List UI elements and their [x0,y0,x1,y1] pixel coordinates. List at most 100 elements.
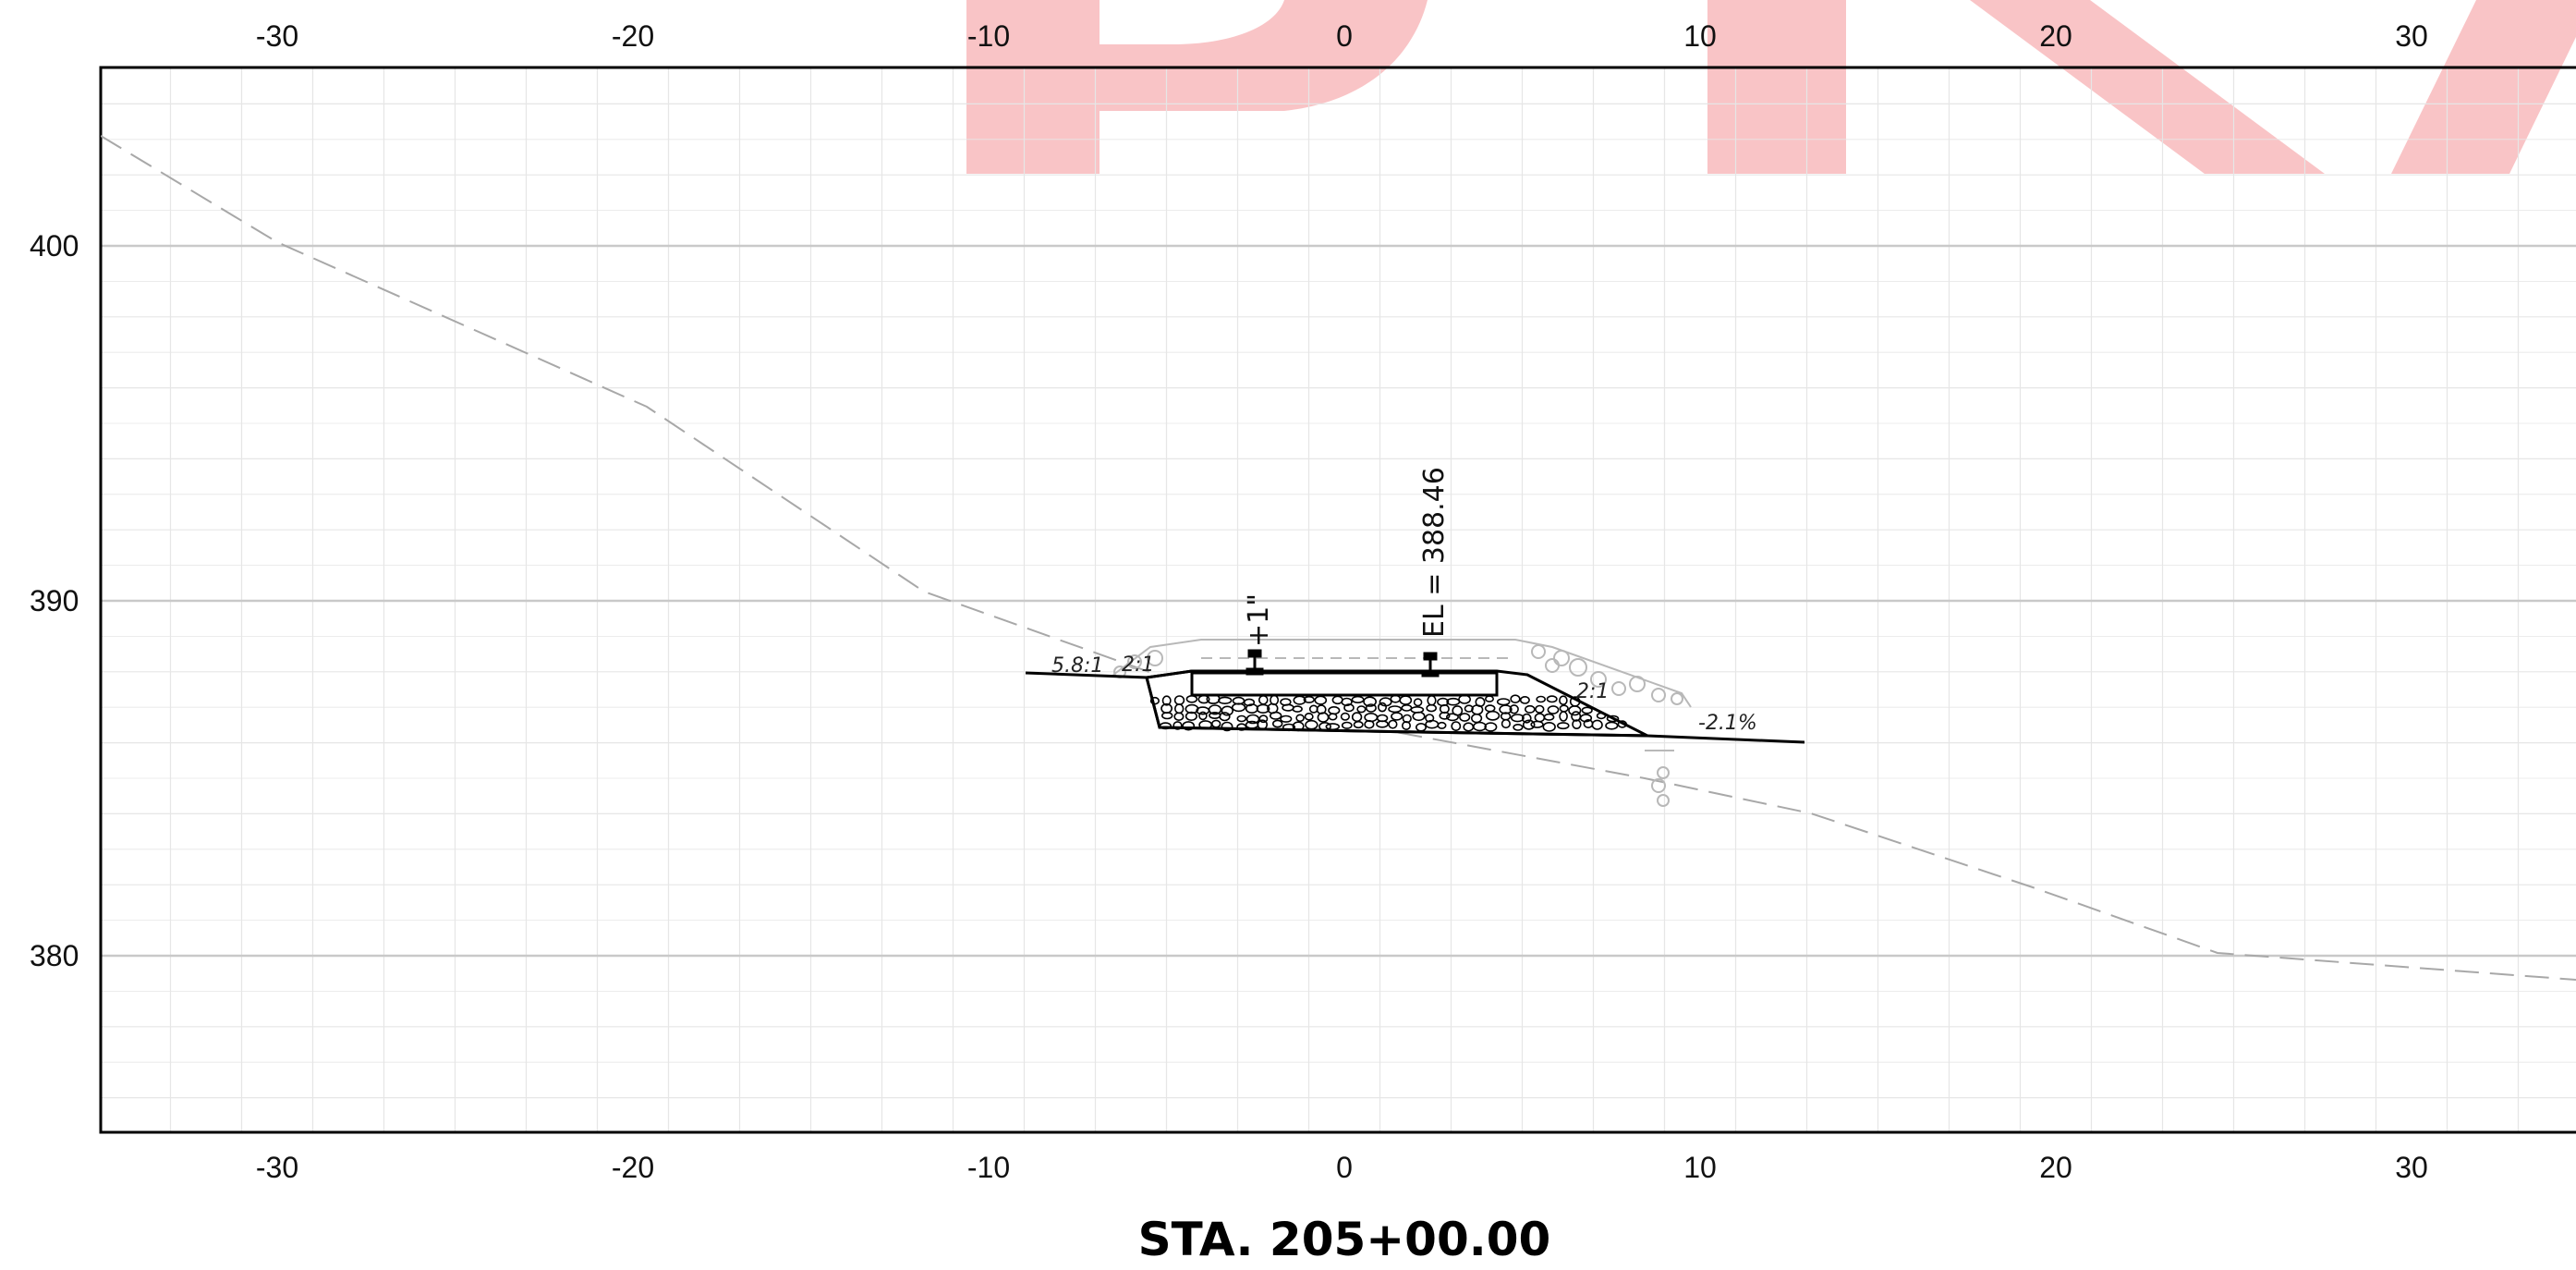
x-tick-label-bottom: -20 [612,1151,654,1184]
ballast-stone [1458,694,1471,704]
watermark-letters [966,0,2576,174]
x-tick-label-bottom: 30 [2395,1151,2428,1184]
ballast-stone [1185,711,1197,722]
ballast-stone [1451,721,1462,731]
ballast-stone [1314,695,1328,705]
ballast-stone [1402,720,1412,730]
ballast-stone [1258,714,1269,724]
x-tick-label-top: 10 [1683,19,1717,53]
ballast-stone [1437,721,1447,729]
ballast-stone [1557,722,1570,730]
ballast-stone [1439,711,1451,720]
ballast-stone [1459,713,1471,722]
ballast-stone [1391,712,1403,721]
ballast-stone [1513,724,1524,731]
tick-labels: -30 -30 -20 -20 -10 -10 0 0 10 10 20 20 30 30 380 390 40… [30,19,2428,1184]
ballast-stone [1341,697,1353,707]
ballast-stone [1542,722,1556,732]
ballast-stone [1559,711,1568,722]
station-title: STA. 205+00.00 [1138,1213,1551,1266]
ballast-stone [1376,720,1389,728]
ballast-stone [1269,711,1282,720]
proposed-grade-line [1025,671,1805,744]
existing-ground-line [101,135,2576,981]
ballast-stone [1341,721,1353,729]
left-slope-line [1146,669,1193,679]
ballast-stone [1572,719,1582,729]
ballast-stone [1243,698,1256,707]
ballast-stone [1522,713,1532,724]
ballast-stone [1605,721,1619,730]
ballast-stone [1182,721,1196,731]
ballast-stone [1501,718,1511,729]
ballast-stone [1197,694,1210,704]
ballast-stone [1388,705,1403,714]
ballast-stone [1328,713,1338,721]
cross-slope-label: -2.1% [1698,712,1757,735]
elevation-label: EL = 388.46 [1418,467,1451,638]
grid-lines [101,67,2576,1132]
ballast-stone [1280,714,1293,723]
ballast-stone [1568,705,1582,716]
ballast-stone [1547,705,1560,714]
x-tick-label-bottom: 0 [1336,1151,1353,1184]
ballast-stone [1221,721,1233,732]
ballast-stone [1356,705,1367,714]
ballast-stone [1412,711,1426,722]
ballast-stone [1617,720,1628,728]
ballast-stone [1413,698,1423,707]
rail-markers [1245,649,1440,678]
ballast-stone [1509,704,1519,714]
ballast-stone [1185,694,1198,703]
ballast-stone [1536,695,1546,703]
x-tick-label-bottom: -30 [256,1151,298,1184]
ballast-stone [1198,711,1208,721]
ballast-stone [1535,704,1545,714]
y-tick-label: 400 [30,229,79,263]
ballast-stone [1530,720,1544,728]
ballast-stone [1292,705,1303,713]
ballast-stone [1295,714,1305,723]
ballast-stone [1446,713,1460,722]
ballast-stone [1473,721,1488,732]
ballast-stone [1245,714,1260,725]
ballast-section-faded [1112,639,1692,807]
y-tick-label: 390 [30,584,79,617]
ballast-stone [1364,719,1375,729]
ballast-stone [1511,714,1525,723]
ballast-stone [1340,712,1350,721]
ballast-stone [1581,706,1593,714]
plot-frame [99,66,2576,1134]
ballast-stone [1271,719,1283,728]
x-tick-label-top: -30 [256,19,298,53]
ballast-stone [1464,704,1474,713]
ballast-stone [1173,721,1183,730]
x-tick-label-bottom: 10 [1683,1151,1717,1184]
ballast-stone [1579,714,1593,723]
ballast-stone [1208,704,1222,715]
ballast-stone [1304,712,1314,721]
rail-lift-note: +1" [1243,593,1275,647]
ballast-stone [1219,712,1231,722]
slope-label-right-inner: 2:1 [1576,680,1609,703]
ballast-stone [1256,703,1270,714]
ballast-stone [1303,695,1316,703]
x-tick-label-top: -10 [967,19,1010,53]
slope-label-left-inner: 2:1 [1122,653,1154,677]
ballast-stone [1510,694,1521,704]
ballast-stone [1426,703,1437,713]
ballast-stone [1217,696,1233,704]
ballast-stone [1365,703,1377,713]
ballast-stone [1231,702,1246,713]
ballast-stone [1606,714,1620,723]
y-tick-label: 380 [30,939,79,972]
ballast-stone [1591,719,1603,730]
ballast-stone [1173,712,1185,722]
ballast-stone [1236,714,1247,723]
x-tick-label-top: 30 [2395,19,2428,53]
ballast-stone [1519,696,1530,704]
ballast-stone [1484,722,1498,732]
ballast-stone [1353,720,1364,729]
ballast-stone [1343,703,1355,713]
